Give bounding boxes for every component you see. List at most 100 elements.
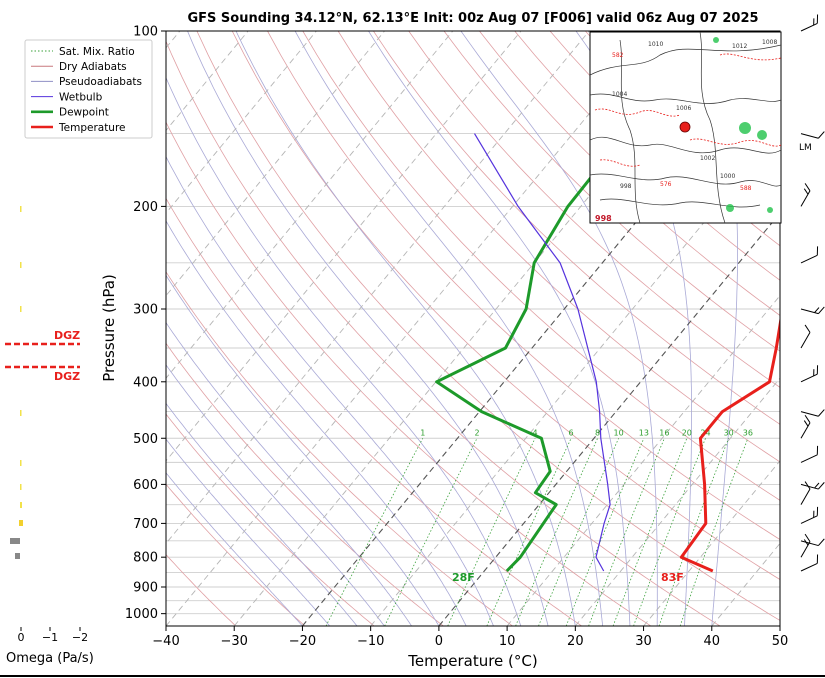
dry-adiabat-line <box>337 31 780 463</box>
mixing-ratio-label: 10 <box>614 428 624 437</box>
map-isobar-label: 1010 <box>648 41 663 48</box>
pseudoadiabat-line <box>166 438 331 626</box>
omega-bar <box>20 460 22 466</box>
wind-barb <box>800 554 819 572</box>
x-axis-ticks: −40 −30 −20 −10 0 10 20 30 40 50 <box>152 626 788 649</box>
mixing-ratio-label: 8 <box>595 428 600 437</box>
plot-frame <box>165 30 781 627</box>
sounding-series <box>435 31 780 573</box>
pseudoadiabat-line <box>166 155 494 626</box>
y-tick-label: 100 <box>133 25 158 40</box>
mixing-ratio-line <box>679 438 749 626</box>
dgz-label-top: DGZ <box>54 329 80 342</box>
wind-barb <box>800 306 825 315</box>
dry-adiabat-line <box>166 197 582 626</box>
y-tick-label: 800 <box>133 551 158 566</box>
mixing-ratio-line <box>447 438 536 626</box>
y-tick-label: 300 <box>133 302 158 317</box>
dry-adiabat-line <box>166 40 721 626</box>
pseudoadiabat-line <box>294 31 603 626</box>
isotherm-line <box>438 212 780 626</box>
mixing-ratio-label: 13 <box>639 428 649 437</box>
y-tick-label: 200 <box>133 200 158 215</box>
surface-dewpoint-label: 28F <box>452 571 475 584</box>
dry-adiabat-line <box>443 31 780 352</box>
omega-panel: DGZ DGZ 0 −1 −2 Omega (Pa/s) <box>5 206 94 666</box>
x-tick-label: 50 <box>772 634 789 649</box>
mixing-ratio-label: 20 <box>682 428 692 437</box>
map-isobar-label: 998 <box>620 183 632 190</box>
wind-barb <box>800 538 825 547</box>
pseudoadiabat-line <box>166 402 358 626</box>
mixing-ratio-line <box>565 438 645 626</box>
pseudoadiabat-line <box>187 31 549 626</box>
pseudoadiabat-line <box>166 76 522 626</box>
omega-bar <box>20 484 22 490</box>
mixing-ratio-line <box>588 438 665 626</box>
dry-adiabat-line <box>267 31 780 541</box>
dry-adiabat-line <box>408 31 780 388</box>
dry-adiabat-line <box>797 31 825 626</box>
surface-temperature-label: 83F <box>661 571 684 584</box>
pseudoadiabat-line <box>166 472 303 626</box>
dry-adiabat-line <box>373 31 780 425</box>
dry-adiabat-line <box>166 413 375 626</box>
mixing-ratio-line <box>538 438 619 626</box>
storm-motion-label: LM <box>799 143 812 153</box>
y-tick-label: 400 <box>133 375 158 390</box>
omega-bar <box>20 410 22 416</box>
map-isobar-label: 576 <box>660 181 672 188</box>
pseudoadiabat-line <box>166 364 385 626</box>
mixing-ratio-label: 4 <box>533 428 538 437</box>
mixing-ratio-line <box>515 438 598 626</box>
omega-axis-label: Omega (Pa/s) <box>6 651 94 666</box>
omega-bar <box>20 502 22 508</box>
isotherm-line <box>166 31 317 214</box>
pseudoadiabat-line <box>699 31 738 626</box>
dry-adiabat-line <box>166 342 444 626</box>
legend-label: Dewpoint <box>59 107 109 119</box>
y-tick-label: 700 <box>133 517 158 532</box>
x-tick-label: 40 <box>704 634 721 649</box>
mixing-ratio-label: 1 <box>420 428 425 437</box>
x-tick-label: −20 <box>289 634 316 649</box>
map-isobar-label: 1004 <box>612 91 627 98</box>
mixing-ratio-label: 36 <box>743 428 753 437</box>
dry-adiabat-line <box>479 31 780 316</box>
omega-tick-0: 0 <box>18 631 25 644</box>
mixing-ratio-line <box>486 438 572 626</box>
chart-title: GFS Sounding 34.12°N, 62.13°E Init: 00z … <box>187 11 758 26</box>
isotherm-line <box>779 625 780 626</box>
pseudoadiabat-line <box>166 321 412 626</box>
x-tick-label: −30 <box>221 634 248 649</box>
mixing-ratio-label: 30 <box>724 428 734 437</box>
isotherm-line <box>166 31 522 462</box>
dry-adiabat-line <box>196 31 780 621</box>
wind-barb <box>800 414 811 439</box>
y-axis-ticks: 100 200 300 400 500 600 700 800 900 1000 <box>125 25 166 622</box>
pseudoadiabat-line <box>575 31 692 626</box>
dry-adiabat-line <box>231 31 780 581</box>
x-tick-label: 0 <box>435 634 443 649</box>
isotherm-line <box>506 294 780 626</box>
legend-label: Dry Adiabats <box>59 61 127 73</box>
y-tick-label: 1000 <box>125 607 158 622</box>
dry-adiabat-line <box>166 121 652 626</box>
dry-adiabat-line <box>166 483 306 626</box>
dry-adiabat-line <box>166 553 236 626</box>
isotherm-line <box>166 31 385 297</box>
map-corner-label: 998 <box>595 214 612 223</box>
wind-barb <box>800 409 825 417</box>
x-tick-label: −10 <box>357 634 384 649</box>
wind-barb <box>800 246 819 264</box>
wind-barb <box>800 506 819 524</box>
dgz-label-bottom: DGZ <box>54 370 80 383</box>
map-isobar-label: 588 <box>740 185 752 192</box>
wind-barb <box>800 533 811 558</box>
legend-label: Temperature <box>58 122 126 134</box>
map-isobar-label: 1000 <box>720 173 735 180</box>
legend: Sat. Mix. Ratio Dry Adiabats Pseudoadiabat… <box>24 39 153 139</box>
wind-barbs <box>800 14 825 572</box>
omega-tick-2: −2 <box>72 631 88 644</box>
isotherm-line <box>166 31 658 626</box>
